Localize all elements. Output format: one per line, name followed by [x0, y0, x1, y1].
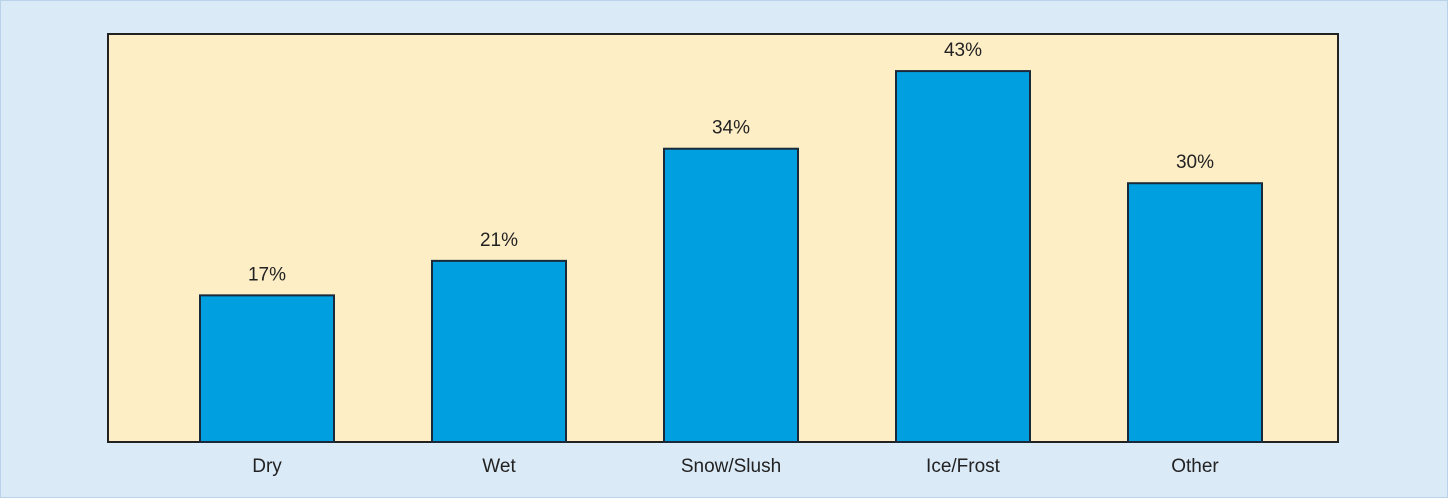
- bar: [895, 70, 1031, 443]
- data-label: 17%: [248, 264, 286, 285]
- x-tick-label: Dry: [252, 456, 282, 477]
- bar: [663, 147, 799, 443]
- bar: [1127, 182, 1263, 443]
- x-tick-label: Ice/Frost: [926, 456, 1001, 477]
- bar: [431, 259, 567, 443]
- data-label: 34%: [712, 118, 750, 139]
- data-label: 30%: [1176, 152, 1214, 173]
- bar: [199, 294, 335, 443]
- data-label: 21%: [480, 230, 518, 251]
- data-label: 43%: [944, 40, 982, 61]
- x-tick-label: Snow/Slush: [681, 456, 781, 477]
- x-tick-label: Wet: [482, 456, 516, 477]
- x-tick-label: Other: [1171, 456, 1219, 477]
